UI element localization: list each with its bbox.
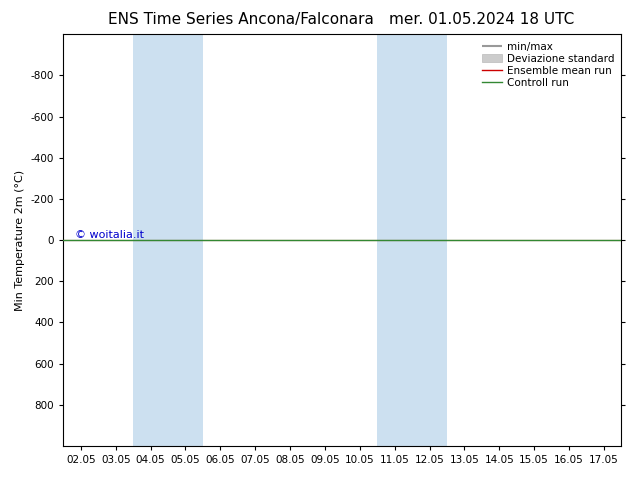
- Bar: [377, 34, 447, 446]
- Text: ENS Time Series Ancona/Falconara: ENS Time Series Ancona/Falconara: [108, 12, 374, 27]
- Text: mer. 01.05.2024 18 UTC: mer. 01.05.2024 18 UTC: [389, 12, 574, 27]
- Text: © woitalia.it: © woitalia.it: [75, 230, 143, 240]
- Bar: [133, 34, 203, 446]
- Y-axis label: Min Temperature 2m (°C): Min Temperature 2m (°C): [15, 170, 25, 311]
- Legend: min/max, Deviazione standard, Ensemble mean run, Controll run: min/max, Deviazione standard, Ensemble m…: [477, 37, 618, 92]
